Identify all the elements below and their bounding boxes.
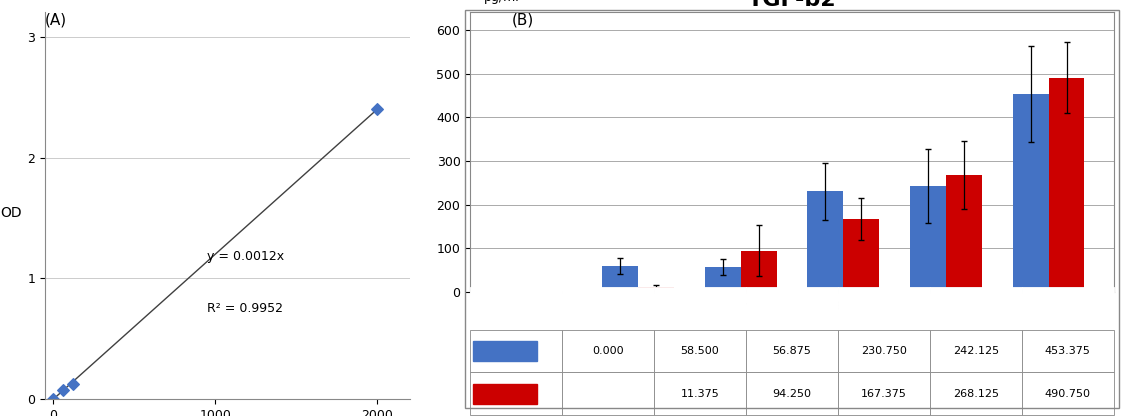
Y-axis label: OD: OD [0,206,21,220]
Text: R² = 0.9952: R² = 0.9952 [207,302,284,315]
Bar [1048,78,1084,292]
Bar [474,341,537,361]
Point [54,387,72,394]
Title: TGF-b2: TGF-b2 [748,0,836,10]
Text: pg/ml: pg/ml [484,0,520,4]
Bar [946,175,982,292]
Bar [1012,94,1048,292]
Bar [602,266,638,292]
Bar [910,186,946,292]
Bar [704,267,740,292]
Point [64,380,82,387]
Text: (A): (A) [45,12,68,27]
Text: (B): (B) [512,12,534,27]
Text: y = 0.0012x: y = 0.0012x [207,250,285,263]
Bar [474,384,537,404]
Bar [844,219,880,292]
Bar [808,191,844,292]
Point [368,106,386,112]
Bar [740,251,776,292]
Point [44,396,62,403]
Bar [638,287,674,292]
